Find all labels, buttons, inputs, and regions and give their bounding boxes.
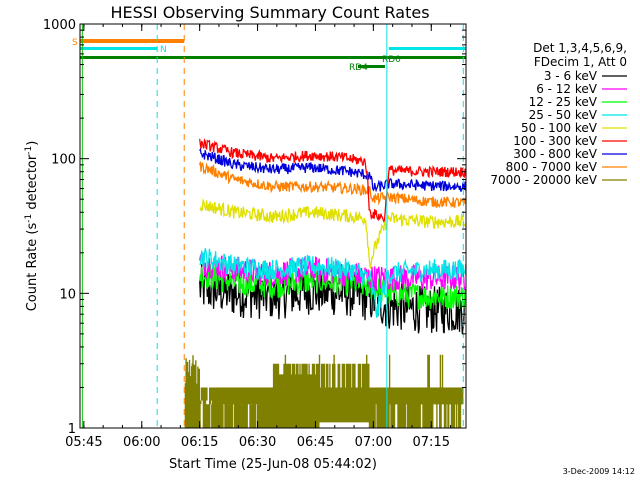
legend-entry: 12 - 25 keV (529, 95, 598, 109)
footer-date: 3-Dec-2009 14:12 (563, 467, 635, 476)
y-axis-label-part: Count Rate (s (25, 223, 40, 312)
y-axis-label-superscript: -1 (24, 214, 34, 223)
legend-entry: 25 - 50 keV (529, 108, 598, 122)
flag-bar-n (80, 47, 158, 50)
legend-entry: 7000 - 20000 keV (490, 173, 597, 187)
series-line (199, 198, 467, 269)
x-tick-label: 07:00 (355, 435, 392, 450)
series-line (199, 248, 467, 318)
series-line (199, 147, 467, 193)
flag-label: S (72, 38, 78, 48)
observing-flag-bars (80, 39, 466, 68)
series-line (184, 354, 464, 428)
x-axis-label: Start Time (25-Jun-08 05:44:02) (169, 457, 377, 472)
series-line (199, 161, 467, 209)
x-tick-label: 07:15 (413, 435, 450, 450)
chart-title: HESSI Observing Summary Count Rates (110, 3, 429, 22)
x-tick-label: 05:45 (65, 435, 102, 450)
annotation-labels: S N RD0 RD4 (72, 38, 401, 73)
x-tick-label: 06:45 (297, 435, 334, 450)
y-axis-label-superscript: -1 (24, 146, 34, 155)
legend-entry: 100 - 300 keV (513, 134, 597, 148)
y-axis-label: Count Rate (s-1 detector-1) (24, 141, 40, 312)
series-line (199, 138, 467, 223)
y-axis-label-part: ) (25, 141, 40, 146)
flag-bar-s (80, 39, 185, 43)
series-band (377, 387, 464, 405)
legend-entry: 300 - 800 keV (513, 147, 597, 161)
legend: Det 1,3,4,5,6,9, FDecim 1, Att 0 3 - 6 k… (490, 41, 627, 187)
plot-frame (79, 23, 467, 429)
legend-entry: 800 - 7000 keV (506, 160, 598, 174)
x-tick-label: 06:00 (123, 435, 160, 450)
flag-label: RD4 (349, 63, 368, 73)
legend-header-line: Det 1,3,4,5,6,9, (533, 41, 627, 55)
legend-header-line: FDecim 1, Att 0 (534, 55, 627, 69)
x-tick-label: 06:30 (239, 435, 276, 450)
flag-label: N (160, 45, 167, 55)
series-lines (184, 138, 467, 428)
flag-bar-rd0 (80, 56, 466, 59)
flag-bar-rd4 (357, 65, 385, 68)
flag-bar-n (388, 47, 466, 50)
legend-entry: 50 - 100 keV (521, 121, 598, 135)
x-tick-label: 06:15 (181, 435, 218, 450)
y-tick-label: 10 (59, 287, 76, 302)
y-axis-label-part: detector (25, 154, 40, 214)
legend-entry: 6 - 12 keV (536, 82, 598, 96)
y-tick-label: 100 (51, 153, 76, 168)
series-band (215, 387, 273, 405)
y-tick-label: 1000 (43, 18, 76, 33)
y-tick-label: 1 (68, 422, 76, 437)
axes: 05:45 06:00 06:15 06:30 06:45 07:00 07:15 1 10 10… (43, 18, 466, 450)
legend-entry: 3 - 6 keV (544, 69, 598, 83)
vertical-markers (81, 24, 464, 428)
flag-label: RD0 (382, 55, 401, 65)
